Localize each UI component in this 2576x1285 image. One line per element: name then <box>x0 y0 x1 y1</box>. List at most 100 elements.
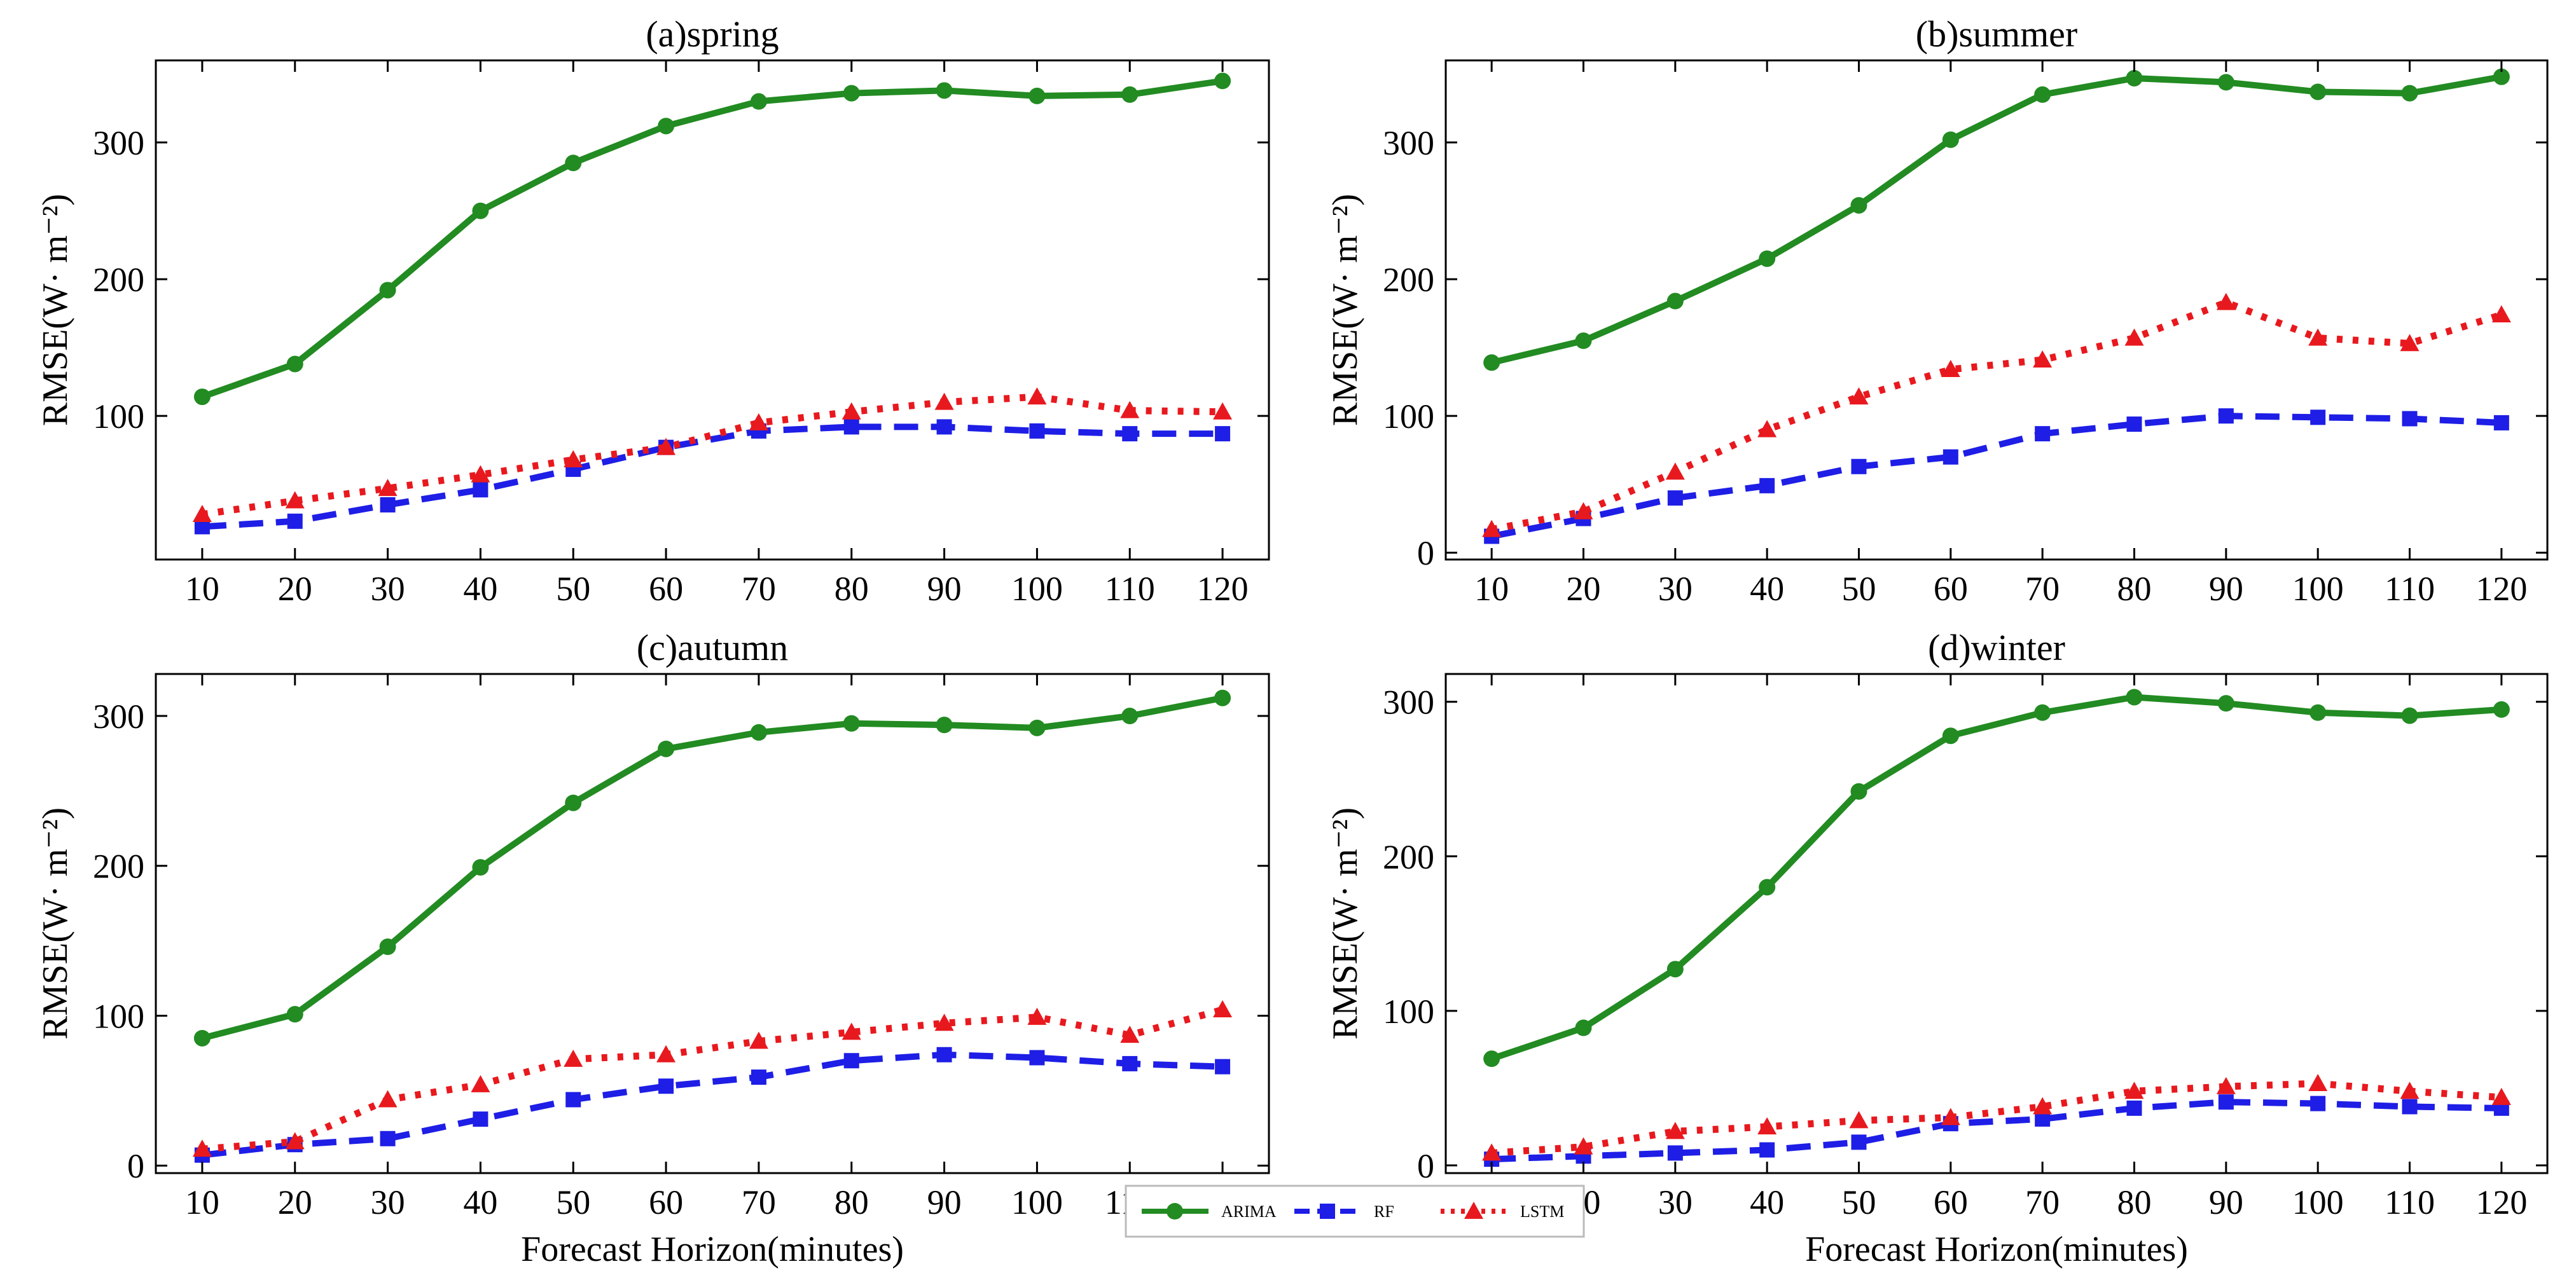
y-axis-label: RMSE(W· m⁻²) <box>1326 194 1365 426</box>
legend-marker-lstm <box>1464 1202 1483 1219</box>
data-point-rf <box>936 419 952 435</box>
data-point-arima <box>1028 87 1046 104</box>
data-point-rf <box>2402 411 2418 427</box>
data-point-rf <box>2126 416 2142 432</box>
data-point-arima <box>750 93 767 110</box>
legend-marker-arima <box>1167 1203 1183 1220</box>
series-line-arima <box>1490 694 2502 1062</box>
series-line-rf <box>1491 413 2502 540</box>
y-tick-label: 300 <box>1383 124 1434 162</box>
data-point-lstm <box>1120 401 1140 418</box>
data-point-arima <box>1575 332 1592 349</box>
data-point-rf <box>658 1078 674 1094</box>
data-point-arima <box>1483 1050 1500 1068</box>
y-axis-label: RMSE(W· m⁻²) <box>36 194 75 426</box>
data-point-arima <box>379 282 396 299</box>
data-point-lstm <box>1213 402 1233 420</box>
data-point-arima <box>2217 74 2234 91</box>
data-point-arima <box>658 118 675 135</box>
legend: ARIMA RF LSTM <box>1125 1185 1585 1238</box>
data-point-lstm <box>2491 1087 2511 1105</box>
data-point-rf <box>1215 426 1231 442</box>
data-point-lstm <box>1482 519 1502 537</box>
series-line-lstm <box>1491 299 2503 533</box>
data-point-rf <box>2493 415 2509 430</box>
x-axis-label: Forecast Horizon(minutes) <box>521 1230 904 1269</box>
y-tick-label: 100 <box>93 997 144 1035</box>
data-point-arima <box>843 715 860 732</box>
series-line-rf <box>1491 1099 2502 1163</box>
data-point-rf <box>1029 1050 1045 1066</box>
data-point-lstm <box>285 1132 305 1150</box>
data-point-lstm <box>934 392 954 410</box>
data-point-rf <box>380 497 396 512</box>
data-point-lstm <box>285 491 305 509</box>
data-point-rf <box>1851 1134 1867 1150</box>
x-tick-label: 120 <box>2476 1183 2527 1221</box>
data-point-arima <box>1483 354 1500 371</box>
panel-title: (b)summer <box>1916 13 2078 55</box>
data-point-rf <box>473 482 488 498</box>
data-point-lstm <box>564 450 583 467</box>
data-point-lstm <box>749 1031 768 1049</box>
x-tick-label: 30 <box>371 570 405 608</box>
x-tick-label: 110 <box>2385 1183 2435 1221</box>
data-point-arima <box>565 794 582 811</box>
data-point-lstm <box>2308 328 2328 346</box>
data-point-lstm <box>192 505 212 523</box>
data-point-rf <box>473 1111 488 1127</box>
data-point-arima <box>2126 69 2143 86</box>
x-tick-label: 10 <box>185 570 219 608</box>
data-point-rf <box>936 1047 952 1062</box>
x-tick-label: 50 <box>556 1183 590 1221</box>
data-point-arima <box>2034 86 2051 103</box>
x-tick-label: 30 <box>1658 1183 1693 1221</box>
data-point-arima <box>2126 689 2143 706</box>
x-tick-label: 100 <box>1011 1183 1063 1221</box>
legend-label-lstm: LSTM <box>1520 1202 1564 1221</box>
data-point-lstm <box>656 437 676 455</box>
data-point-lstm <box>471 1075 490 1092</box>
x-tick-label: 40 <box>1750 1183 1784 1221</box>
y-tick-label: 0 <box>1417 534 1434 572</box>
x-tick-label: 80 <box>2117 570 2152 608</box>
data-point-arima <box>379 938 396 956</box>
plot-frame <box>155 59 1270 561</box>
data-point-rf <box>2218 1094 2234 1110</box>
series-line-arima <box>201 694 1224 1041</box>
x-tick-label: 90 <box>927 1183 962 1221</box>
series-line-arima <box>1491 73 2502 366</box>
data-point-lstm <box>749 413 768 430</box>
data-point-lstm <box>1941 1108 1960 1125</box>
data-point-lstm <box>1027 387 1047 405</box>
y-tick-label: 200 <box>93 261 144 299</box>
data-point-arima <box>2034 704 2051 721</box>
data-point-lstm <box>2491 305 2511 323</box>
series-line-lstm <box>202 393 1223 518</box>
y-tick-label: 200 <box>1383 261 1434 299</box>
x-tick-label: 40 <box>1750 570 1784 608</box>
x-tick-label: 70 <box>742 1183 776 1221</box>
data-point-lstm <box>841 402 861 420</box>
data-point-rf <box>1667 1145 1683 1161</box>
x-tick-label: 50 <box>556 570 590 608</box>
data-point-arima <box>750 724 767 741</box>
x-tick-label: 30 <box>1658 570 1693 608</box>
y-tick-label: 200 <box>1383 838 1434 876</box>
data-point-lstm <box>2308 1074 2328 1092</box>
data-point-rf <box>2126 1100 2142 1116</box>
x-tick-label: 120 <box>1197 570 1249 608</box>
data-point-lstm <box>1849 1111 1869 1129</box>
data-point-arima <box>1942 131 1959 148</box>
data-point-lstm <box>1213 1000 1233 1018</box>
data-point-lstm <box>1120 1026 1140 1043</box>
data-point-arima <box>1666 292 1684 310</box>
data-point-arima <box>2217 695 2234 712</box>
data-point-rf <box>2402 1099 2418 1115</box>
x-axis-label: Forecast Horizon(minutes) <box>1805 1230 2188 1269</box>
x-tick-label: 60 <box>1934 1183 1968 1221</box>
data-point-arima <box>286 355 303 373</box>
data-point-arima <box>658 740 675 757</box>
x-tick-label: 90 <box>2209 1183 2243 1221</box>
